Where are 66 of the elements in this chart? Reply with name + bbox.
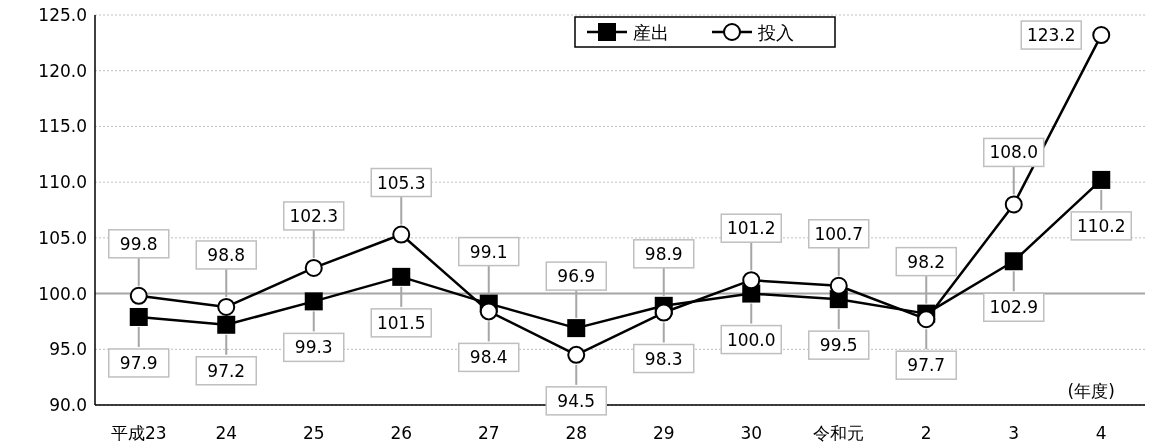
point [654,303,673,322]
data-label: 100.0 [726,329,776,350]
point [567,345,586,364]
y-tick-label: 95.0 [49,339,87,360]
x-tick-label: 24 [215,423,238,443]
data-label: 101.2 [726,218,776,239]
y-tick-label: 125.0 [38,5,87,25]
point [217,315,236,334]
point [1004,252,1023,271]
data-label: 96.9 [557,266,596,287]
point [304,258,323,277]
x-tick-label: 平成23 [110,423,167,443]
x-tick-label: 28 [565,423,588,443]
data-label: 98.8 [207,244,246,265]
x-tick-label: 27 [477,423,500,443]
data-label: 97.7 [907,355,946,376]
point [392,267,411,286]
point [917,310,936,329]
y-tick-label: 110.0 [38,172,87,193]
data-label: 99.5 [819,335,858,356]
point [567,319,586,338]
data-label: 97.9 [119,352,158,373]
x-tick-label: 30 [740,423,763,443]
data-label: 101.5 [376,312,426,333]
point [129,307,148,326]
legend-label: 産出 [633,22,669,43]
data-label: 110.2 [1076,215,1126,236]
x-tick-label: 令和元 [813,423,865,443]
point [1004,195,1023,214]
x-tick-label: 3 [1008,423,1020,443]
y-tick-label: 115.0 [38,116,87,137]
y-tick-label: 90.0 [49,395,87,415]
y-tick-label: 100.0 [38,283,87,304]
y-tick-label: 120.0 [38,60,87,81]
point [392,225,411,244]
data-label: 105.3 [376,172,426,193]
x-tick-label: 4 [1095,423,1107,443]
data-label: 123.2 [1026,25,1076,46]
data-label: 108.0 [989,142,1039,163]
data-label: 94.5 [557,390,596,411]
point [829,276,848,295]
data-label: 98.2 [907,251,946,272]
x-tick-label: 29 [652,423,675,443]
data-label: 98.4 [469,347,508,368]
data-label: 99.1 [469,241,508,262]
x-tick-label: 26 [390,423,413,443]
data-label: 99.3 [294,337,333,358]
annotation: (年度) [1067,381,1115,401]
data-label: 98.3 [644,348,683,369]
data-label: 97.2 [207,360,246,381]
point [129,286,148,305]
legend-label: 投入 [757,22,794,43]
point [742,271,761,290]
y-tick-label: 105.0 [38,227,87,248]
point [304,292,323,311]
data-label: 102.9 [989,297,1039,318]
data-label: 100.7 [814,223,864,244]
x-tick-label: 25 [302,423,325,443]
data-label: 102.3 [289,205,339,226]
x-tick-label: 2 [920,423,932,443]
point [479,302,498,321]
point [1092,26,1111,45]
data-label: 99.8 [119,233,158,254]
data-label: 98.9 [644,243,683,264]
point [1092,170,1111,189]
point [217,297,236,316]
